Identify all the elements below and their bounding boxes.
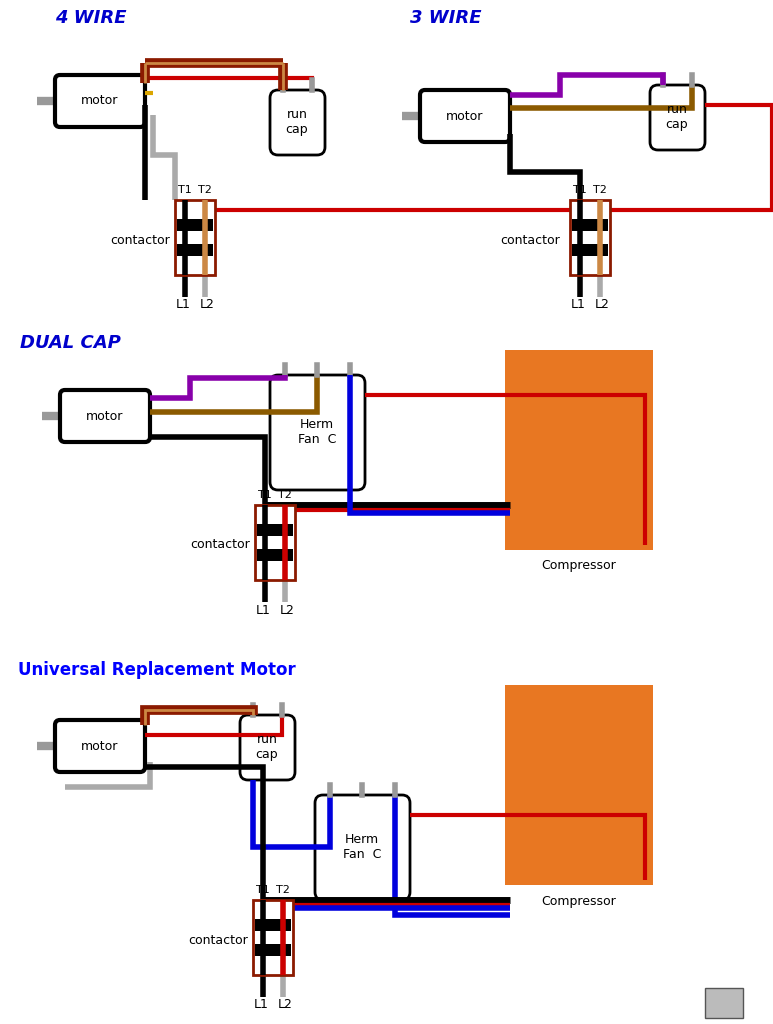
Text: contactor: contactor (110, 233, 170, 247)
Text: run
cap: run cap (256, 733, 278, 761)
Text: T2: T2 (276, 885, 290, 895)
Bar (255, 919, 291, 931)
Text: Herm
Fan  C: Herm Fan C (342, 833, 381, 861)
Text: contactor: contactor (500, 233, 560, 247)
Bar (177, 219, 213, 231)
Text: Compressor: Compressor (542, 559, 616, 572)
Bar (175, 200, 215, 275)
Bar (257, 549, 293, 561)
FancyBboxPatch shape (240, 715, 295, 780)
Bar (572, 219, 608, 231)
FancyBboxPatch shape (55, 720, 145, 772)
FancyBboxPatch shape (650, 85, 705, 150)
Text: L1: L1 (570, 299, 585, 311)
FancyBboxPatch shape (420, 90, 510, 142)
Text: L1: L1 (256, 603, 271, 616)
Text: run
cap: run cap (286, 108, 308, 136)
Text: T2: T2 (278, 490, 292, 500)
Text: motor: motor (81, 739, 119, 753)
Bar (177, 244, 213, 256)
Bar (572, 244, 608, 256)
Text: L2: L2 (199, 299, 214, 311)
Bar (257, 524, 293, 536)
Text: T2: T2 (593, 185, 607, 195)
FancyBboxPatch shape (55, 75, 145, 127)
Text: T1: T1 (178, 185, 192, 195)
Text: DUAL CAP: DUAL CAP (20, 334, 121, 352)
FancyBboxPatch shape (270, 375, 365, 490)
Text: L2: L2 (280, 603, 295, 616)
FancyBboxPatch shape (315, 795, 410, 900)
Text: motor: motor (446, 110, 484, 123)
Text: T1: T1 (256, 885, 270, 895)
Text: run
cap: run cap (666, 103, 688, 131)
Text: 3 WIRE: 3 WIRE (410, 9, 482, 27)
Text: contactor: contactor (190, 539, 250, 552)
FancyBboxPatch shape (60, 390, 150, 442)
Bar (255, 505, 295, 580)
Text: L1: L1 (175, 299, 190, 311)
Text: motor: motor (87, 410, 124, 423)
Text: 4 WIRE: 4 WIRE (55, 9, 127, 27)
Text: Universal Replacement Motor: Universal Replacement Motor (18, 662, 296, 679)
Bar (570, 200, 610, 275)
Text: T1: T1 (573, 185, 587, 195)
Bar (255, 944, 291, 956)
Bar (505, 350, 653, 550)
FancyBboxPatch shape (270, 90, 325, 155)
Bar (253, 900, 293, 975)
Text: L2: L2 (278, 998, 292, 1012)
Bar (505, 685, 653, 885)
Text: L2: L2 (594, 299, 609, 311)
Text: Herm
Fan  C: Herm Fan C (298, 418, 336, 446)
Text: T1: T1 (258, 490, 272, 500)
Text: motor: motor (81, 94, 119, 108)
Bar (705, 988, 743, 1018)
Text: Compressor: Compressor (542, 895, 616, 907)
Text: T2: T2 (198, 185, 212, 195)
Text: L1: L1 (254, 998, 268, 1012)
Text: contactor: contactor (188, 934, 248, 946)
